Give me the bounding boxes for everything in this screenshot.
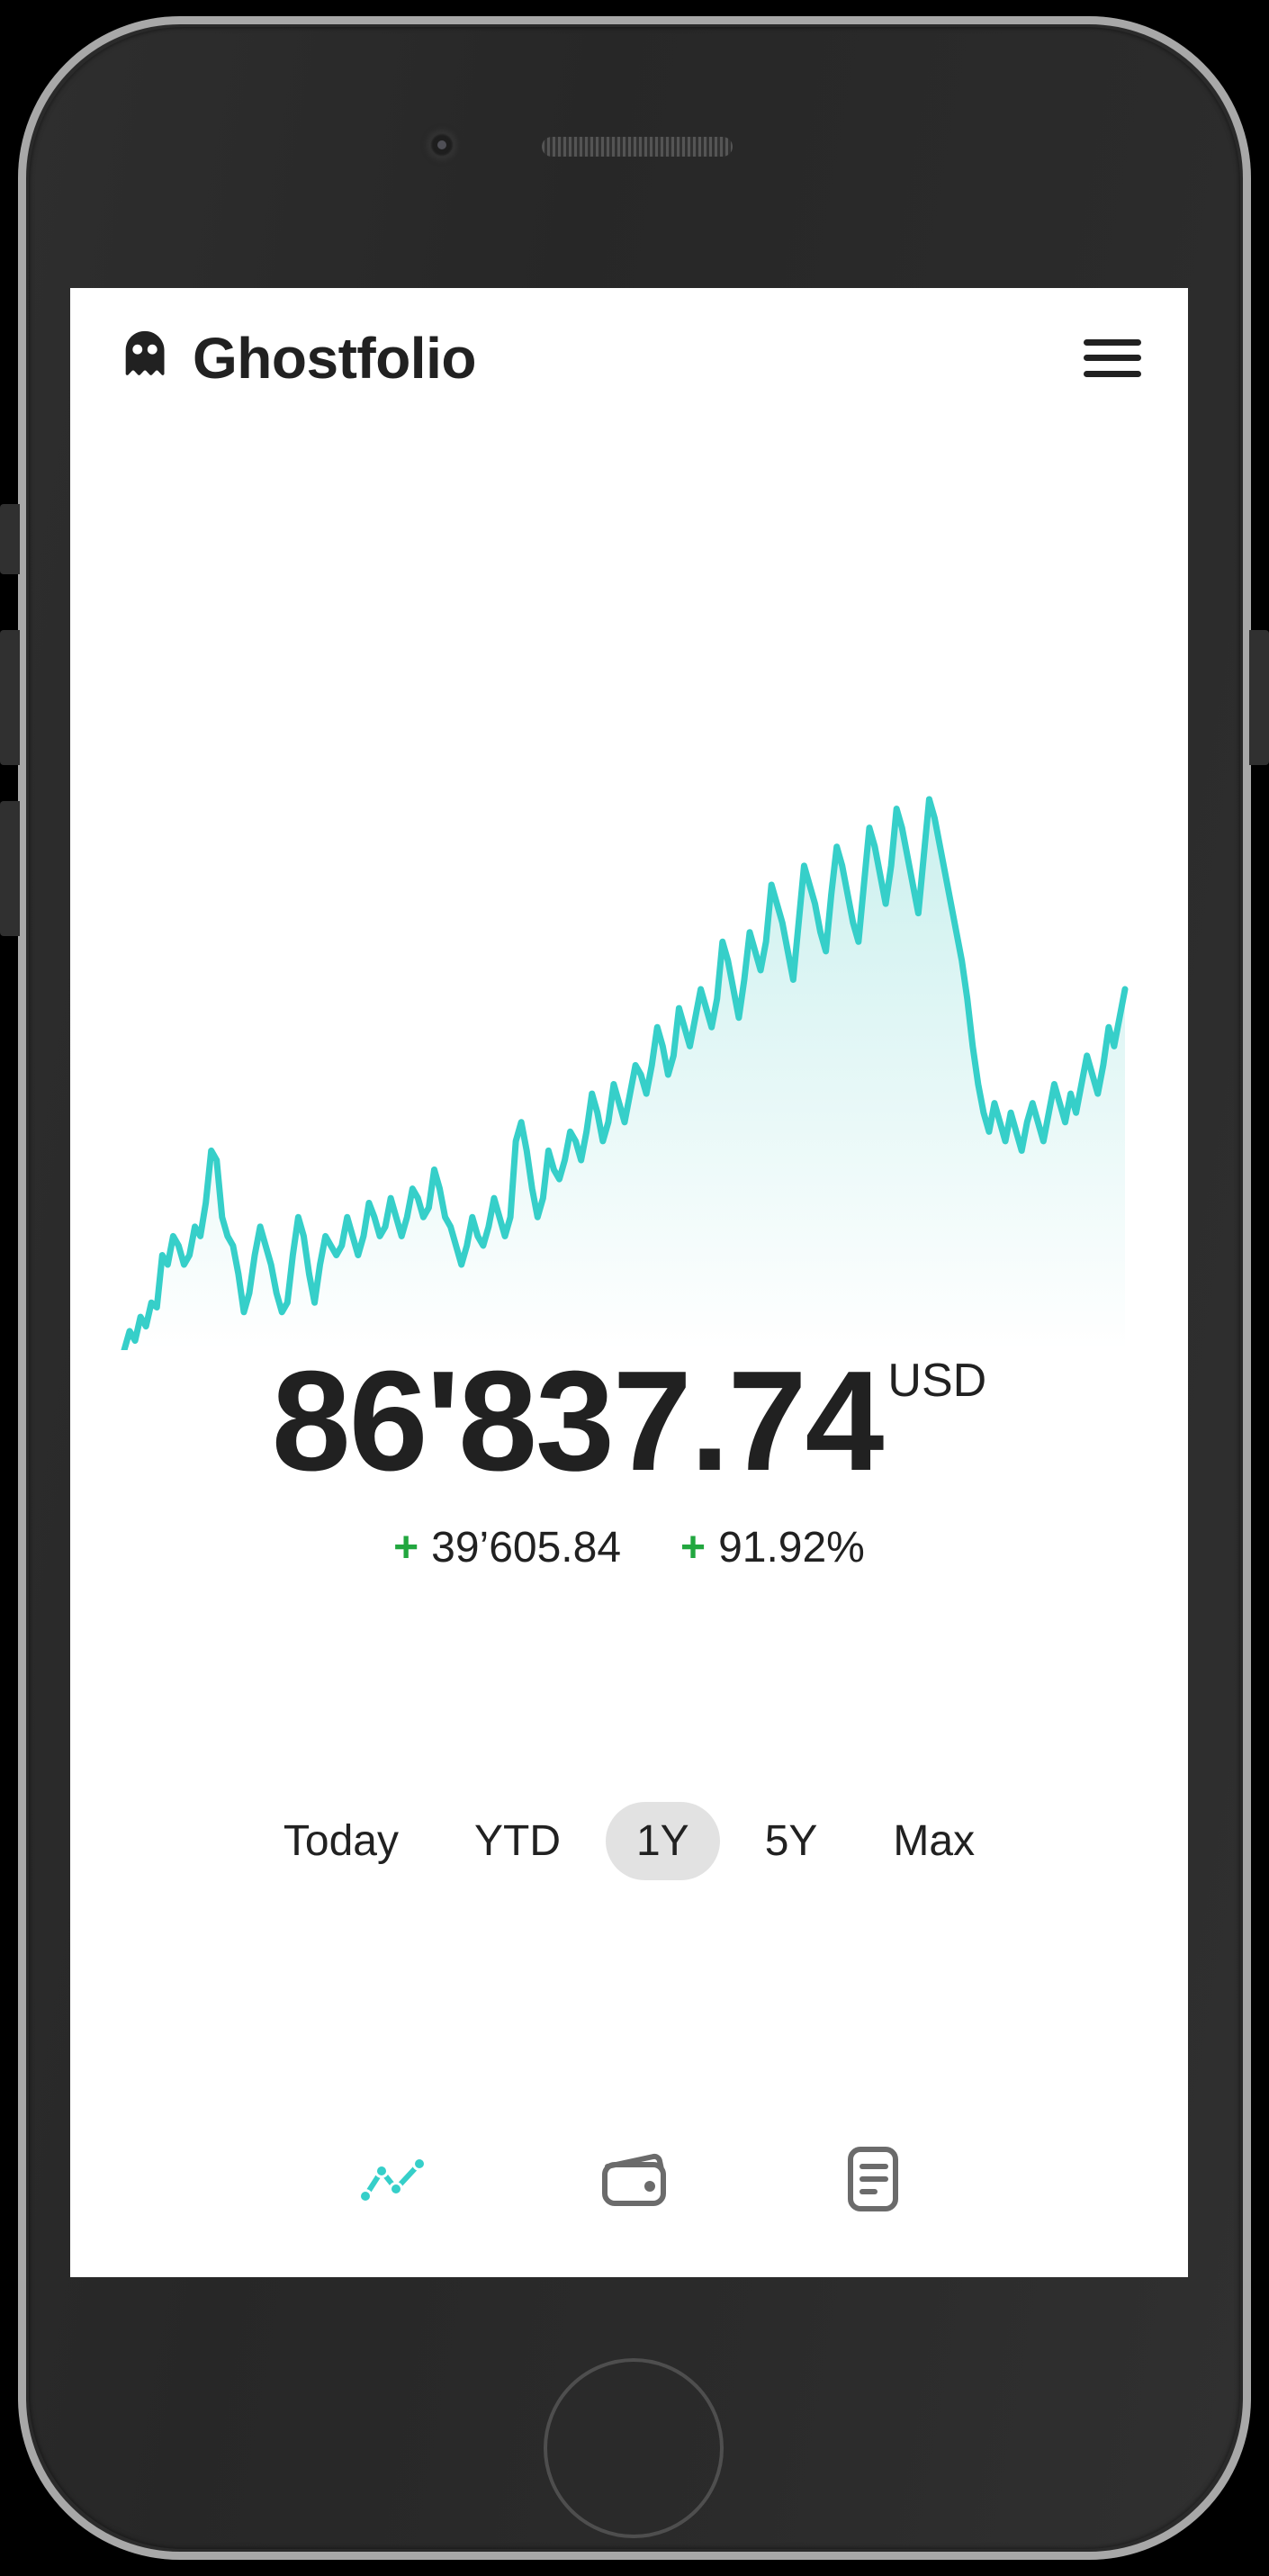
hamburger-bar-2 — [1084, 355, 1141, 361]
portfolio-performance-chart[interactable] — [70, 792, 1188, 1350]
absolute-change-value: 39’605.84 — [431, 1524, 622, 1572]
earpiece-speaker — [542, 137, 733, 157]
brand-logo-group[interactable]: Ghostfolio — [117, 328, 476, 388]
wallet-icon — [598, 2149, 674, 2213]
line-chart-icon — [357, 2153, 428, 2210]
app-title: Ghostfolio — [193, 325, 476, 391]
percent-change: + 91.92% — [680, 1523, 865, 1572]
range-tab-max[interactable]: Max — [862, 1802, 1005, 1880]
volume-up-button[interactable] — [0, 630, 20, 765]
range-tab-ytd[interactable]: YTD — [444, 1802, 591, 1880]
nav-activities-button[interactable] — [845, 2145, 901, 2218]
nav-overview-button[interactable] — [357, 2153, 428, 2210]
absolute-change-sign: + — [393, 1524, 419, 1572]
hamburger-bar-3 — [1084, 370, 1141, 377]
mute-switch-button[interactable] — [0, 504, 20, 574]
portfolio-value-block: 86'837.74 USD + 39’605.84 + 91.92% — [70, 1350, 1188, 1572]
app-header: Ghostfolio — [70, 288, 1188, 428]
chart-line — [121, 796, 1129, 1350]
portfolio-change-row: + 39’605.84 + 91.92% — [70, 1523, 1188, 1572]
percent-change-sign: + — [680, 1524, 706, 1572]
phone-screen: Ghostfolio — [70, 288, 1188, 2277]
ghost-icon — [117, 328, 173, 388]
bottom-navigation — [70, 2145, 1188, 2218]
percent-change-value: 91.92% — [718, 1524, 865, 1572]
front-camera-icon — [430, 133, 454, 157]
absolute-change: + 39’605.84 — [393, 1523, 621, 1572]
portfolio-currency: USD — [887, 1355, 987, 1407]
volume-down-button[interactable] — [0, 801, 20, 936]
home-button[interactable] — [544, 2358, 724, 2538]
portfolio-amount: 86'837.74 — [271, 1342, 885, 1500]
hamburger-bar-1 — [1084, 338, 1141, 346]
power-button[interactable] — [1249, 630, 1269, 765]
chart-svg — [121, 796, 1129, 1350]
document-list-icon — [845, 2145, 901, 2218]
range-tab-1y[interactable]: 1Y — [605, 1802, 720, 1880]
hamburger-menu-icon[interactable] — [1084, 338, 1141, 377]
range-tab-today[interactable]: Today — [253, 1802, 429, 1880]
date-range-tabs: Today YTD 1Y 5Y Max — [70, 1802, 1188, 1880]
chart-area-fill — [124, 799, 1125, 1350]
nav-portfolio-button[interactable] — [598, 2149, 674, 2213]
range-tab-5y[interactable]: 5Y — [734, 1802, 849, 1880]
portfolio-value-row: 86'837.74 USD — [272, 1350, 986, 1492]
